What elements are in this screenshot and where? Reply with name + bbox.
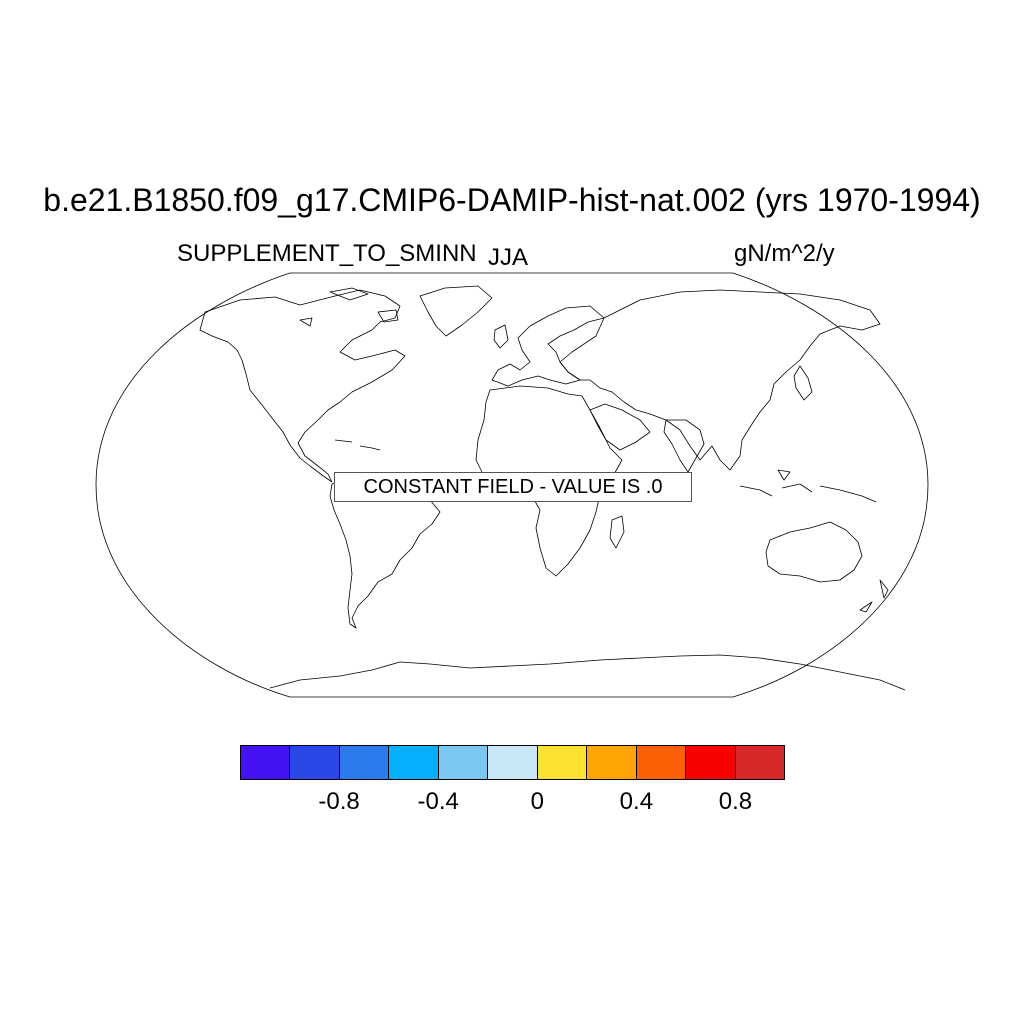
colorbar (240, 745, 785, 780)
coastline-caribbean (334, 439, 381, 451)
coastline-europe (491, 305, 605, 387)
map-boundary (95, 272, 929, 698)
variable-name-label: SUPPLEMENT_TO_SMINN (177, 240, 477, 267)
coastline-antarctica (269, 654, 906, 691)
colorbar-box (587, 746, 637, 779)
coastline-asia (559, 289, 881, 471)
coastline-greenland (419, 285, 493, 337)
colorbar-box (735, 746, 784, 779)
units-label: gN/m^2/y (734, 240, 835, 267)
colorbar-box (290, 746, 340, 779)
coastline-north-america (199, 289, 406, 483)
coastline-japan (793, 365, 813, 401)
coastline-madagascar (609, 515, 625, 549)
coastline-arctic-islands (299, 287, 399, 327)
colorbar-box (438, 746, 489, 779)
coastline-africa (475, 385, 623, 577)
coastline-british-isles (493, 324, 509, 349)
coastline-indonesia (739, 469, 877, 503)
colorbar-box (686, 746, 736, 779)
colorbar-box (241, 746, 291, 779)
colorbar-tick-label: 0 (530, 788, 544, 815)
colorbar-tick-label: 0.8 (718, 788, 753, 815)
coastline-arabia (589, 403, 651, 451)
colorbar-box (339, 746, 390, 779)
colorbar-tick-label: 0.4 (619, 788, 654, 815)
colorbar-box (488, 746, 538, 779)
colorbar-box (636, 746, 687, 779)
plot-title: b.e21.B1850.f09_g17.CMIP6-DAMIP-hist-nat… (43, 182, 981, 218)
season-label: JJA (488, 244, 529, 271)
colorbar-tick-label: -0.4 (417, 788, 459, 815)
colorbar-box (537, 746, 588, 779)
coastline-india (663, 419, 705, 473)
constant-field-notice: CONSTANT FIELD - VALUE IS .0 (334, 472, 692, 502)
coastline-australia (765, 521, 863, 583)
colorbar-box (389, 746, 439, 779)
coastline-new-zealand (859, 579, 889, 613)
colorbar-tick-label: -0.8 (318, 788, 360, 815)
